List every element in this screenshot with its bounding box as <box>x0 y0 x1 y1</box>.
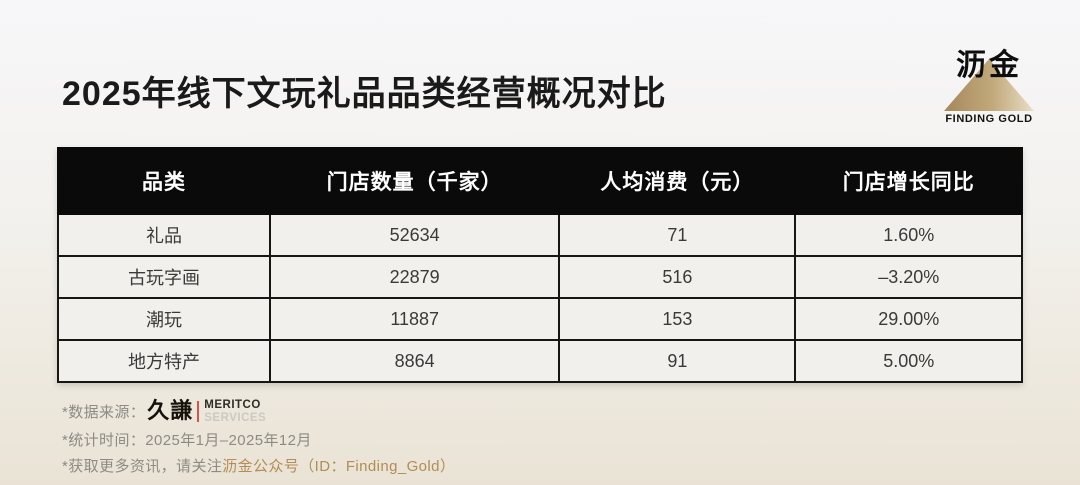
cell-growth: –3.20% <box>794 255 1023 299</box>
cell-category: 礼品 <box>56 213 272 257</box>
footnote-data-source: *数据来源： 久謙 MERITCO SERVICES <box>62 398 455 424</box>
gold-pyramid-icon <box>944 59 1034 111</box>
cell-growth: 1.60% <box>794 213 1023 257</box>
cell-category: 古玩字画 <box>56 255 272 299</box>
services-wordmark: SERVICES <box>204 412 267 424</box>
cell-growth: 29.00% <box>794 297 1023 341</box>
column-header-store-count: 门店数量（千家） <box>269 147 561 215</box>
finding-gold-logo: 沥金 FINDING GOLD <box>943 50 1035 128</box>
cell-store-count: 11887 <box>269 297 561 341</box>
table-row: 潮玩 11887 153 29.00% <box>56 297 1023 341</box>
table-row: 地方特产 8864 91 5.00% <box>56 339 1023 383</box>
table-row: 礼品 52634 71 1.60% <box>56 213 1023 257</box>
footnotes: *数据来源： 久謙 MERITCO SERVICES *统计时间：2025年1月… <box>62 398 455 481</box>
table-row: 古玩字画 22879 516 –3.20% <box>56 255 1023 299</box>
footnote-source-prefix: *数据来源： <box>62 403 146 421</box>
cell-spend: 71 <box>558 213 797 257</box>
cell-store-count: 52634 <box>269 213 561 257</box>
brand-divider-line <box>197 400 200 422</box>
wechat-account-highlight: 沥金公众号（ID：Finding_Gold） <box>222 458 456 475</box>
meritco-wordmark: MERITCO <box>204 399 261 411</box>
column-header-store-growth: 门店增长同比 <box>794 147 1023 215</box>
logo-cn-text: 沥金 <box>956 49 1022 82</box>
column-header-category: 品类 <box>56 147 272 215</box>
column-header-spend-per-capita: 人均消费（元） <box>558 147 797 215</box>
category-comparison-table: 品类 门店数量（千家） 人均消费（元） 门店增长同比 礼品 52634 71 1… <box>56 147 1023 383</box>
footnote-period: *统计时间：2025年1月–2025年12月 <box>62 432 312 449</box>
cell-category: 潮玩 <box>56 297 272 341</box>
footnote-more-info: *获取更多资讯，请关注沥金公众号（ID：Finding_Gold） <box>62 455 455 476</box>
cell-spend: 153 <box>558 297 797 341</box>
page-title: 2025年线下文玩礼品品类经营概况对比 <box>62 75 667 113</box>
cell-growth: 5.00% <box>794 339 1023 383</box>
meritco-cn-logo: 久謙 <box>147 398 194 423</box>
cell-category: 地方特产 <box>56 339 272 383</box>
cell-store-count: 22879 <box>269 255 561 299</box>
cell-spend: 91 <box>558 339 797 383</box>
meritco-en-logo: MERITCO SERVICES <box>204 398 266 424</box>
logo-en-text: FINDING GOLD <box>945 113 1033 125</box>
footnote-more-prefix: *获取更多资讯，请关注 <box>62 458 223 475</box>
cell-spend: 516 <box>558 255 797 299</box>
table-header-row: 品类 门店数量（千家） 人均消费（元） 门店增长同比 <box>56 147 1023 215</box>
cell-store-count: 8864 <box>269 339 561 383</box>
